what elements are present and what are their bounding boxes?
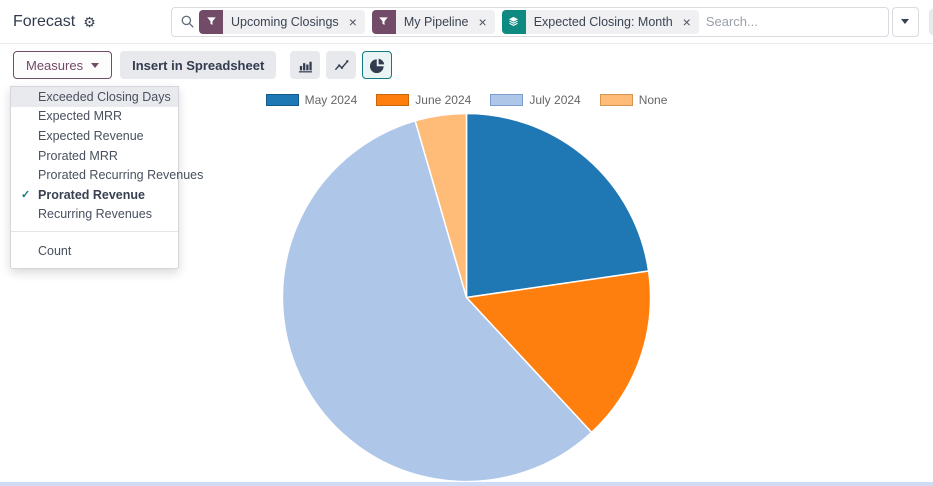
caret-down-icon xyxy=(901,19,910,24)
search-facets: Upcoming Closings × My Pipeline × Expected C… xyxy=(199,9,699,34)
menu-item-label: Prorated Recurring Revenues xyxy=(38,168,204,183)
measures-menu-item[interactable]: ✓ Prorated Revenue xyxy=(11,185,178,205)
pie-slice-june-2024[interactable] xyxy=(464,270,652,434)
pie-slice-none[interactable] xyxy=(414,112,468,298)
measures-menu-item[interactable]: Exceeded Closing Days xyxy=(11,87,178,107)
measures-menu-item[interactable]: Recurring Revenues xyxy=(11,205,178,225)
menu-item-label: Expected MRR xyxy=(38,109,123,124)
measures-menu-item[interactable]: Expected MRR xyxy=(11,107,178,127)
filter-icon xyxy=(371,9,396,34)
measures-button[interactable]: Measures xyxy=(13,51,113,79)
gear-icon[interactable]: ⚙ xyxy=(83,13,96,30)
control-panel: Measures Insert in Spreadsheet xyxy=(0,44,933,86)
pie-slice-may-2024[interactable] xyxy=(465,112,650,299)
measures-menu-item[interactable]: Expected Revenue xyxy=(11,126,178,146)
search-bar: Upcoming Closings × My Pipeline × Expected C… xyxy=(171,6,919,37)
horizontal-scrollbar[interactable] xyxy=(0,482,933,486)
legend-item[interactable]: July 2024 xyxy=(490,93,581,107)
legend-swatch xyxy=(599,94,633,106)
pie-slice-july-2024[interactable] xyxy=(281,119,593,483)
chart-legend: May 2024 June 2024 July 2024 None xyxy=(0,93,933,107)
facet-remove-icon[interactable]: × xyxy=(348,13,357,30)
menu-item-label: Count xyxy=(38,244,72,259)
chart-type-pie-button[interactable] xyxy=(362,51,393,79)
caret-down-icon xyxy=(91,62,100,68)
legend-label: May 2024 xyxy=(304,93,358,107)
legend-item[interactable]: June 2024 xyxy=(376,93,471,107)
view-switcher xyxy=(928,8,933,35)
menu-item-label: Recurring Revenues xyxy=(38,207,152,222)
bar-chart-icon xyxy=(298,58,313,73)
layers-icon xyxy=(501,9,526,34)
facet-label: My Pipeline xyxy=(403,14,469,29)
chart-type-bar-button[interactable] xyxy=(290,51,321,79)
search-icon xyxy=(180,14,195,29)
check-icon: ✓ xyxy=(21,188,31,201)
menu-item-label: Prorated MRR xyxy=(38,148,118,163)
legend-swatch xyxy=(376,94,410,106)
pie-chart-icon xyxy=(369,58,385,73)
search-facet[interactable]: My Pipeline × xyxy=(371,9,495,34)
measures-menu-item[interactable]: Count xyxy=(11,239,178,263)
legend-item[interactable]: None xyxy=(599,93,668,107)
legend-label: None xyxy=(638,93,668,107)
measures-menu-item[interactable]: Prorated Recurring Revenues xyxy=(11,165,203,185)
chart-type-switcher xyxy=(290,51,393,79)
menu-item-label: Expected Revenue xyxy=(38,128,144,143)
legend-label: June 2024 xyxy=(415,93,472,107)
menu-item-label: Prorated Revenue xyxy=(38,187,145,202)
breadcrumb: Forecast ⚙ xyxy=(13,13,161,31)
line-chart-icon xyxy=(334,58,349,73)
menu-divider xyxy=(11,231,178,233)
search-box[interactable]: Upcoming Closings × My Pipeline × Expected C… xyxy=(171,6,889,37)
search-options-toggle[interactable] xyxy=(891,6,919,37)
legend-item[interactable]: May 2024 xyxy=(265,93,358,107)
legend-swatch xyxy=(265,94,299,106)
facet-label: Upcoming Closings xyxy=(231,14,339,29)
search-input[interactable] xyxy=(705,14,882,29)
measures-dropdown-menu: Exceeded Closing Days Expected MRR Expecte… xyxy=(10,86,203,270)
view-switcher-kanban-button[interactable] xyxy=(928,8,933,35)
facet-remove-icon[interactable]: × xyxy=(478,13,487,30)
search-facet[interactable]: Upcoming Closings × xyxy=(199,9,365,34)
legend-swatch xyxy=(490,94,524,106)
filter-icon xyxy=(199,9,223,34)
top-bar: Forecast ⚙ Upcoming Closings × My Pipeline… xyxy=(0,0,933,44)
search-facet[interactable]: Expected Closing: Month × xyxy=(501,9,699,34)
legend-label: July 2024 xyxy=(529,93,581,107)
menu-item-label: Exceeded Closing Days xyxy=(38,89,171,104)
chart-type-line-button[interactable] xyxy=(326,51,357,79)
facet-label: Expected Closing: Month xyxy=(533,14,673,29)
facet-remove-icon[interactable]: × xyxy=(682,13,691,30)
insert-in-spreadsheet-button[interactable]: Insert in Spreadsheet xyxy=(120,51,277,79)
page-title: Forecast xyxy=(13,12,76,30)
measures-menu-item[interactable]: Prorated MRR xyxy=(11,146,178,166)
measures-button-label: Measures xyxy=(26,57,84,73)
pie-chart xyxy=(281,112,652,483)
